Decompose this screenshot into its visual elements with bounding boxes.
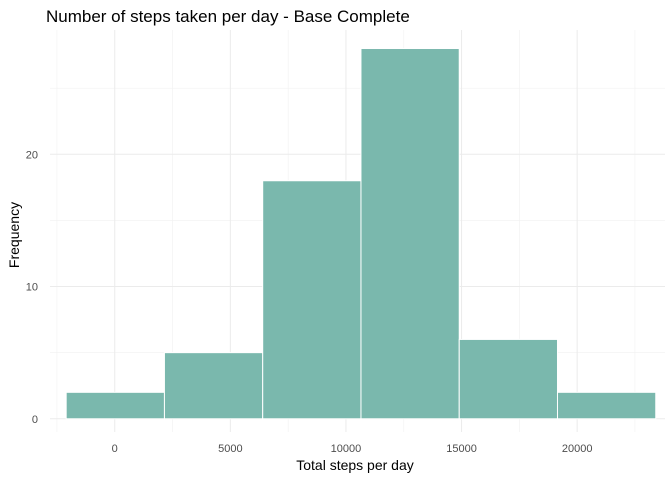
histogram-bars [65, 48, 657, 420]
x-tick-label: 20000 [562, 443, 593, 455]
histogram-bar [360, 48, 460, 420]
y-tick-label: 20 [26, 149, 38, 161]
x-tick-label: 0 [112, 443, 118, 455]
y-tick-label: 10 [26, 282, 38, 294]
x-axis-label: Total steps per day [296, 457, 414, 473]
y-tick-label: 0 [32, 414, 38, 426]
histogram-bar [556, 391, 657, 420]
y-axis-label: Frequency [6, 202, 22, 268]
y-axis-ticks: 0 10 20 [26, 149, 38, 425]
histogram-bar [262, 180, 362, 420]
x-tick-label: 5000 [218, 443, 242, 455]
x-axis-ticks: 0 5000 10000 15000 20000 [112, 443, 593, 455]
x-tick-label: 10000 [331, 443, 362, 455]
histogram-bar [65, 391, 165, 420]
histogram-bar [163, 352, 264, 420]
histogram-bar [458, 338, 558, 420]
x-tick-label: 15000 [446, 443, 477, 455]
chart-title: Number of steps taken per day - Base Com… [46, 7, 410, 26]
